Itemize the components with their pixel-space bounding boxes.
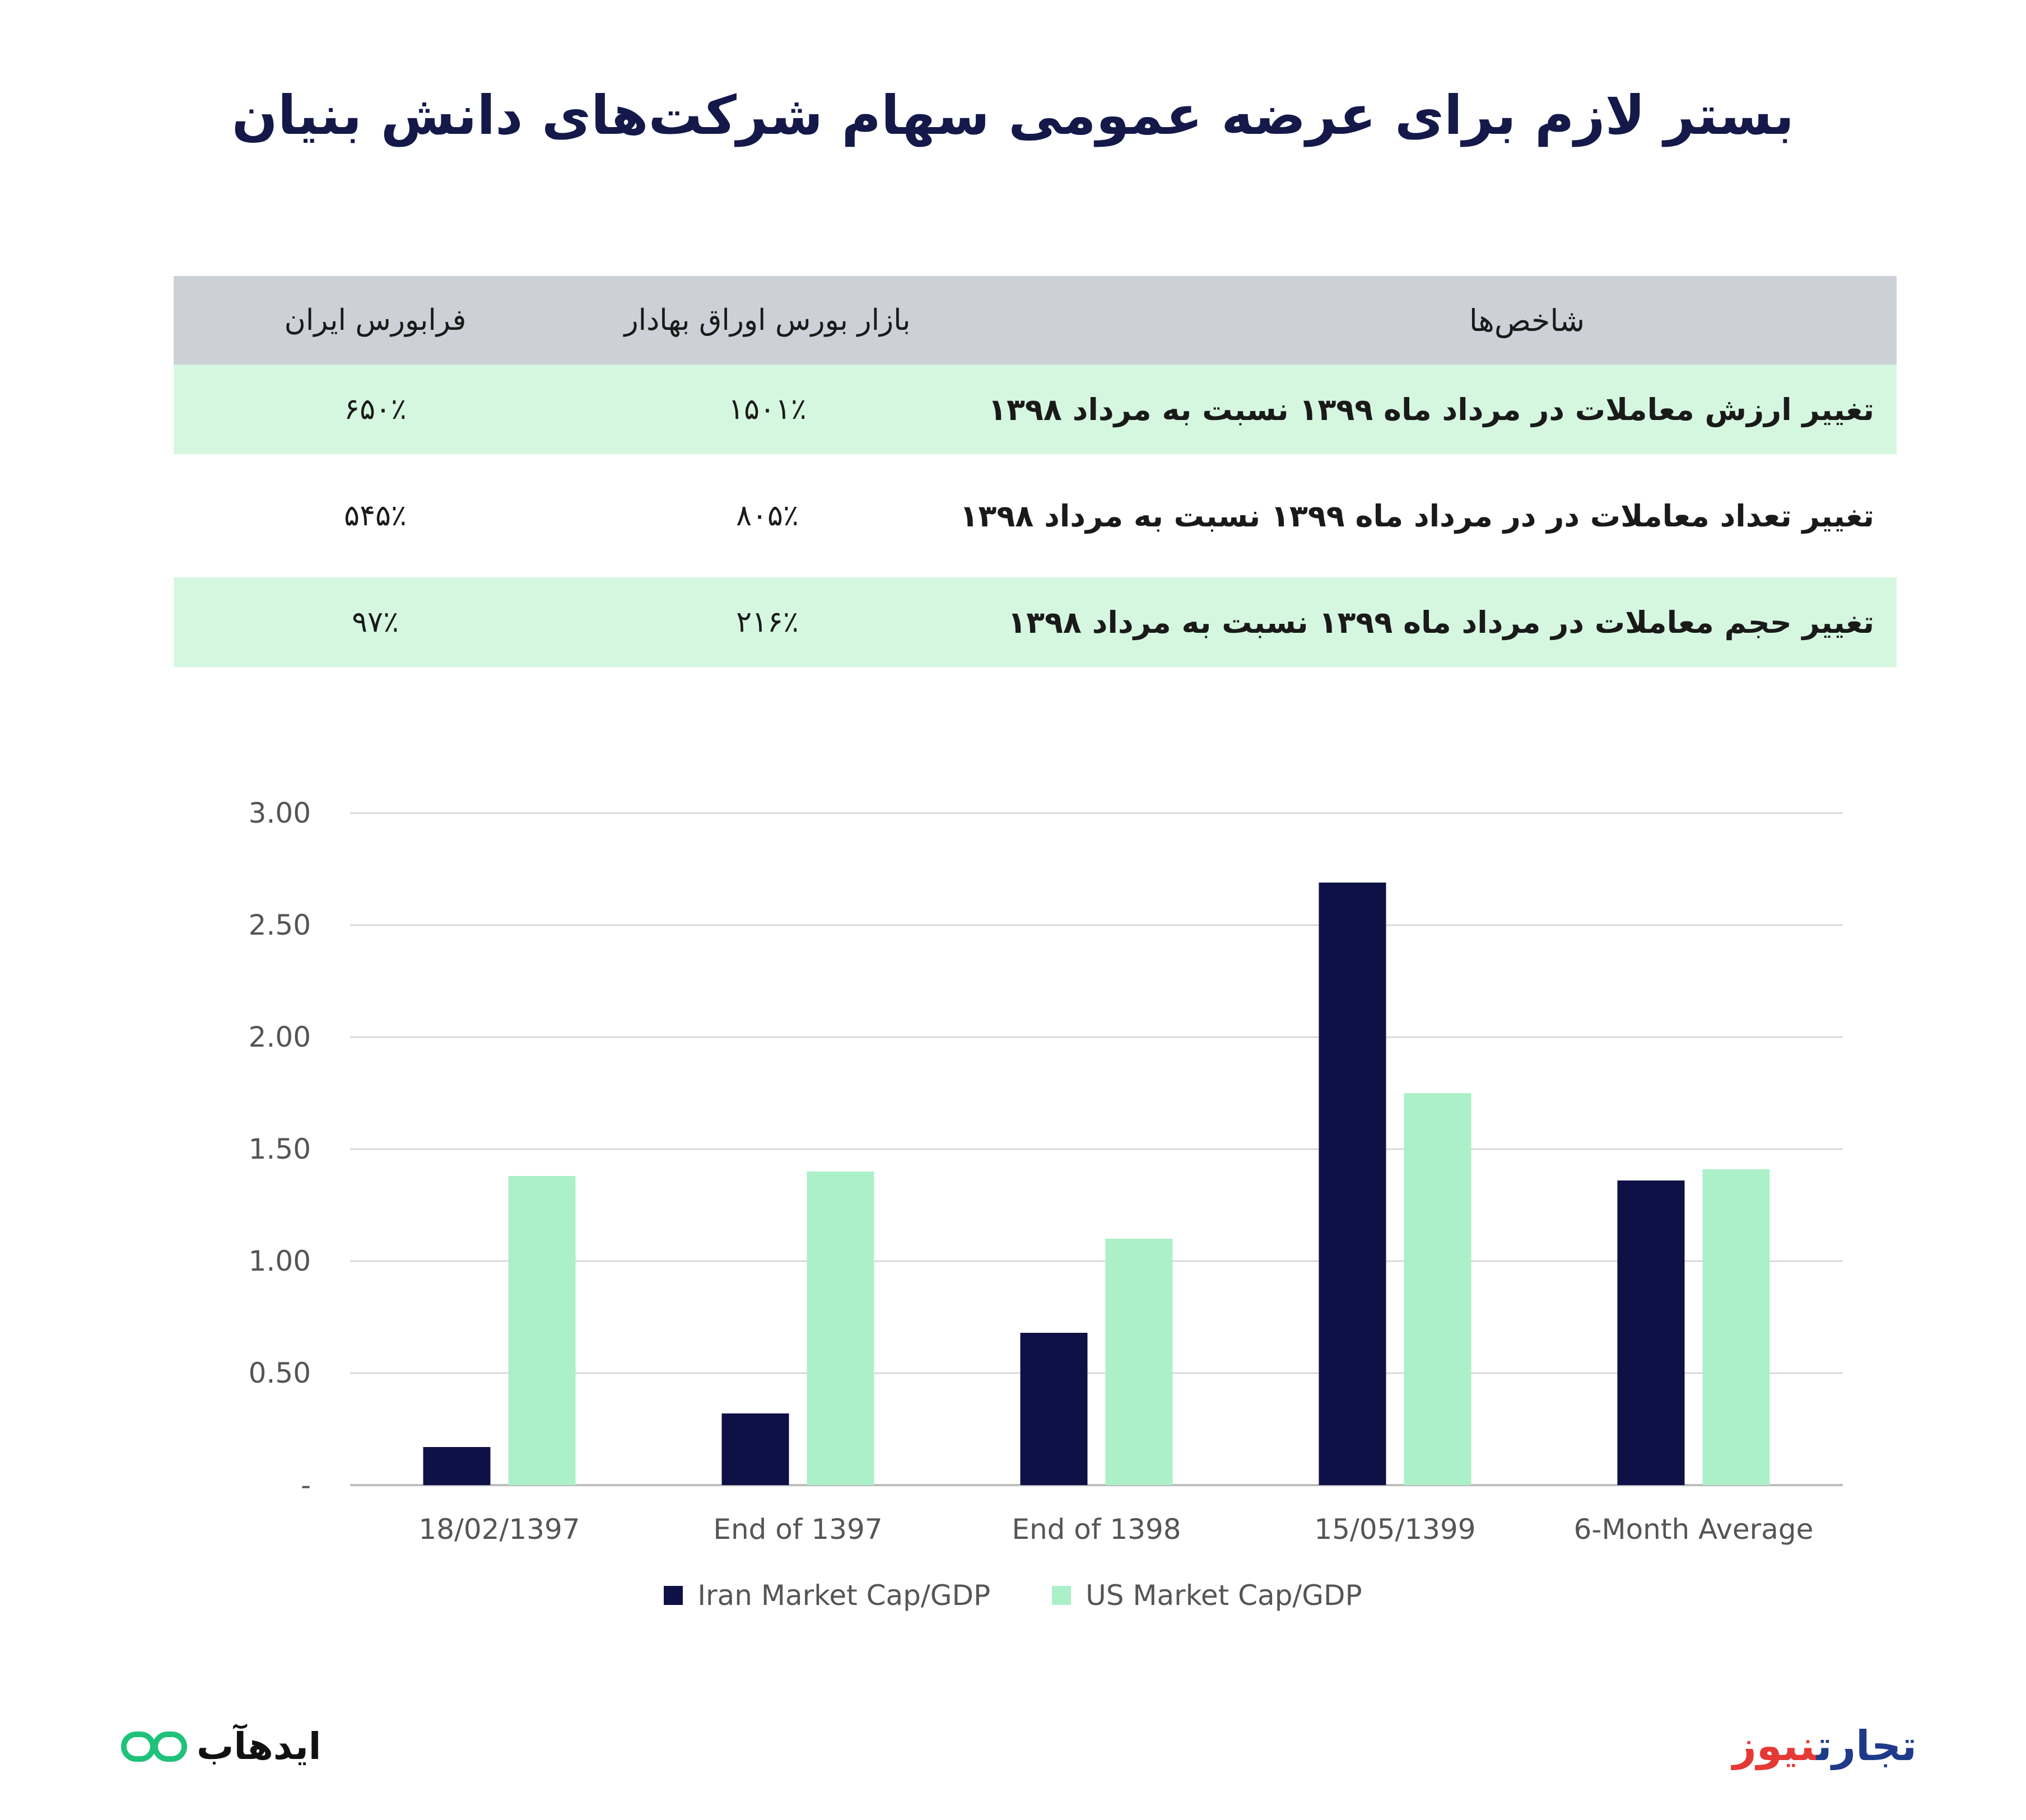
legend-label-us: US Market Cap/GDP <box>1086 1579 1362 1612</box>
row-spacer <box>174 561 1897 577</box>
bar-iran <box>423 1447 491 1485</box>
header-bourse: بازار بورس اوراق بهادار <box>624 304 911 337</box>
table-row: تغییر تعداد معاملات در در مرداد ماه ۱۳۹۹… <box>174 471 1897 561</box>
bar-us <box>1105 1239 1173 1485</box>
bar-us <box>1702 1169 1770 1485</box>
indicator-cell: تغییر تعداد معاملات در در مرداد ماه ۱۳۹۹… <box>960 498 1874 534</box>
infinity-icon <box>121 1731 187 1762</box>
table-row: تغییر حجم معاملات در مرداد ماه ۱۳۹۹ نسبت… <box>174 577 1897 667</box>
legend-label-iran: Iran Market Cap/GDP <box>697 1579 991 1612</box>
x-tick-label: End of 1397 <box>713 1513 882 1546</box>
legend-item-iran: Iran Market Cap/GDP <box>664 1579 990 1612</box>
y-tick-label: 2.50 <box>249 909 311 941</box>
row-spacer <box>174 454 1897 471</box>
page-title: بستر لازم برای عرضه عمومی سهام شرکت‌های … <box>231 84 1795 147</box>
y-tick-label: 0.50 <box>249 1357 311 1389</box>
legend-item-us: US Market Cap/GDP <box>1052 1579 1362 1612</box>
x-tick-label: 15/05/1399 <box>1314 1513 1475 1546</box>
indicator-cell: تغییر ارزش معاملات در مرداد ماه ۱۳۹۹ نسب… <box>988 391 1874 427</box>
bar-iran <box>1319 883 1386 1485</box>
table-header-row: شاخص‌ها بازار بورس اوراق بهادار فرابورس … <box>174 276 1897 365</box>
bourse-cell: ۸۰۵٪ <box>736 499 799 533</box>
tejarat-news-logo: تجارتنیوز <box>1732 1722 1917 1770</box>
chart-legend: Iran Market Cap/GDP US Market Cap/GDP <box>0 1579 2026 1612</box>
indicators-table: شاخص‌ها بازار بورس اوراق بهادار فرابورس … <box>174 276 1897 667</box>
x-tick-label: End of 1398 <box>1012 1513 1181 1546</box>
y-tick-label: 1.00 <box>249 1245 311 1277</box>
y-tick-label: 1.50 <box>249 1133 311 1165</box>
bar-iran <box>1617 1180 1685 1485</box>
idehab-logo-text: ایدهآب <box>197 1725 322 1768</box>
idehab-logo: ایدهآب <box>120 1725 321 1768</box>
header-farabourse: فرابورس ایران <box>284 304 467 337</box>
bar-us <box>508 1176 576 1485</box>
bar-iran <box>721 1413 789 1485</box>
table-row: تغییر ارزش معاملات در مرداد ماه ۱۳۹۹ نسب… <box>174 365 1897 454</box>
bourse-cell: ۲۱۶٪ <box>736 605 799 639</box>
legend-swatch-us <box>1052 1586 1072 1605</box>
bar-us <box>1404 1093 1471 1485</box>
farabourse-cell: ۵۴۵٪ <box>344 499 407 533</box>
indicator-cell: تغییر حجم معاملات در مرداد ماه ۱۳۹۹ نسبت… <box>1008 604 1874 640</box>
legend-swatch-iran <box>664 1586 683 1605</box>
logo-part-news: نیوز <box>1732 1722 1817 1770</box>
farabourse-cell: ۹۷٪ <box>352 605 399 639</box>
logo-part-tejarat: تجارت <box>1816 1722 1917 1770</box>
y-tick-label: - <box>301 1469 311 1501</box>
x-tick-label: 18/02/1397 <box>418 1513 580 1546</box>
bourse-cell: ۱۵۰۱٪ <box>728 393 807 426</box>
x-tick-label: 6-Month Average <box>1574 1513 1814 1546</box>
y-tick-label: 2.00 <box>249 1021 311 1053</box>
header-indicators: شاخص‌ها <box>1469 302 1585 338</box>
bar-chart: - 0.50 1.00 1.50 2.00 2.50 3.00 18/02/1397 End o… <box>249 797 1843 1546</box>
bar-iran <box>1020 1333 1088 1485</box>
bar-us <box>807 1172 874 1485</box>
y-tick-label: 3.00 <box>249 797 311 829</box>
farabourse-cell: ۶۵۰٪ <box>344 393 407 426</box>
